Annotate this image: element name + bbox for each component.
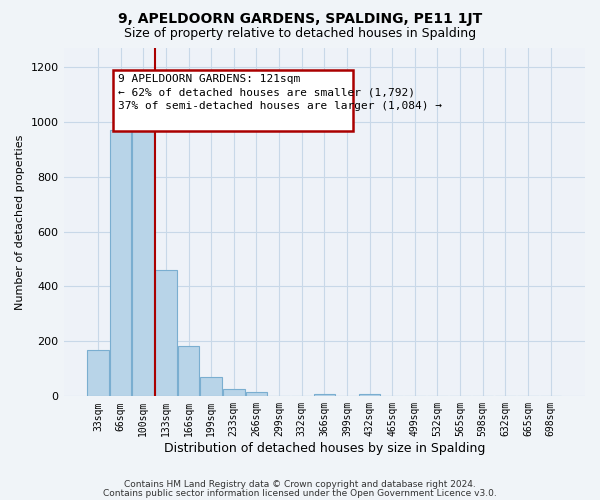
Bar xyxy=(359,394,380,396)
Text: Contains public sector information licensed under the Open Government Licence v3: Contains public sector information licen… xyxy=(103,489,497,498)
Bar xyxy=(87,350,109,397)
Y-axis label: Number of detached properties: Number of detached properties xyxy=(15,134,25,310)
Text: Contains HM Land Registry data © Crown copyright and database right 2024.: Contains HM Land Registry data © Crown c… xyxy=(124,480,476,489)
Text: 9 APELDOORN GARDENS: 121sqm
← 62% of detached houses are smaller (1,792)
37% of : 9 APELDOORN GARDENS: 121sqm ← 62% of det… xyxy=(118,74,442,111)
FancyBboxPatch shape xyxy=(113,70,353,131)
Bar xyxy=(314,394,335,396)
Bar xyxy=(155,270,176,396)
Bar xyxy=(245,392,267,396)
X-axis label: Distribution of detached houses by size in Spalding: Distribution of detached houses by size … xyxy=(164,442,485,455)
Bar xyxy=(223,390,245,396)
Bar xyxy=(178,346,199,397)
Bar xyxy=(110,130,131,396)
Text: Size of property relative to detached houses in Spalding: Size of property relative to detached ho… xyxy=(124,28,476,40)
Text: 9, APELDOORN GARDENS, SPALDING, PE11 1JT: 9, APELDOORN GARDENS, SPALDING, PE11 1JT xyxy=(118,12,482,26)
Bar xyxy=(200,377,222,396)
Bar xyxy=(133,122,154,396)
